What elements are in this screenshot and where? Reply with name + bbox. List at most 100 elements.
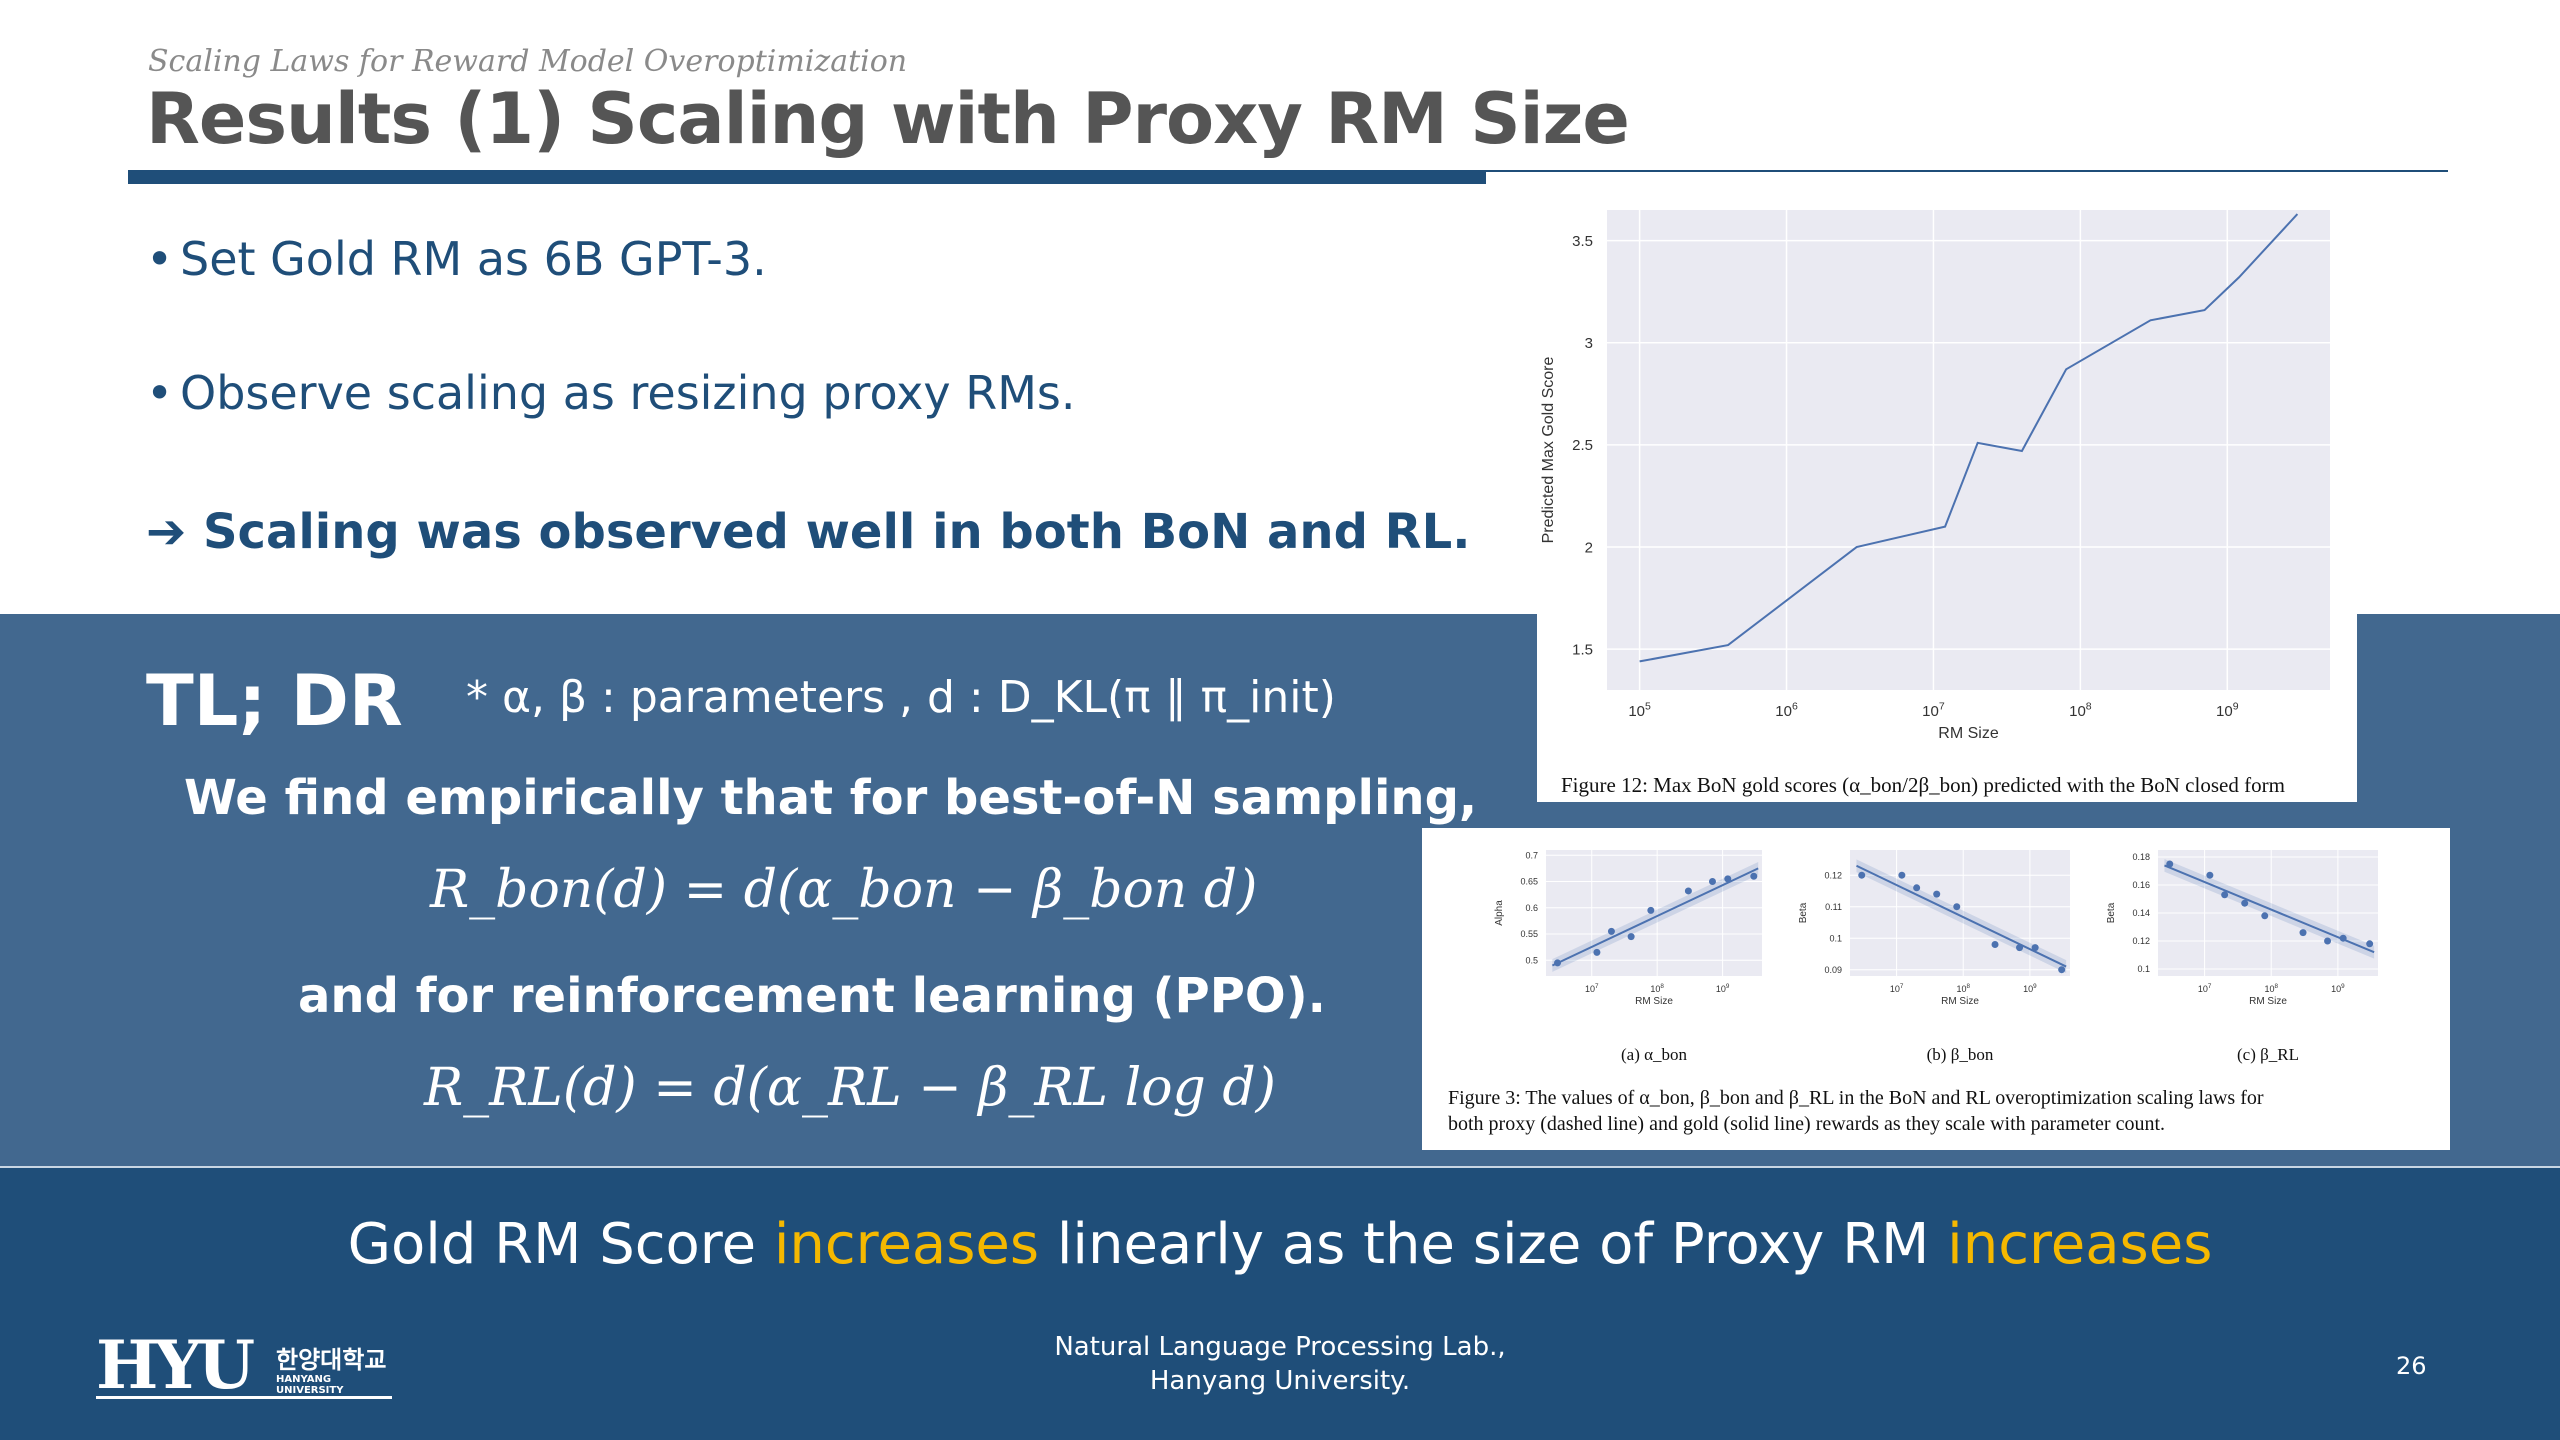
figure-3-charts: 0.5 0.55 0.6 0.65 0.7 107 108 109 RM Size Alpha (a…	[1448, 850, 2378, 1135]
fig3a-data-point	[1724, 875, 1732, 883]
fig3c-data-point	[2166, 860, 2174, 868]
footer	[0, 1168, 2560, 1440]
fig3c-subcaption: (c) β_RL	[2237, 1045, 2299, 1064]
arrow-right-icon: ➔	[146, 504, 187, 560]
fig12-x-tick-label: 108	[2069, 700, 2092, 720]
fig3a-y-axis-label: Alpha	[1494, 900, 1505, 926]
fig3c-x-axis-label: RM Size	[2249, 996, 2287, 1007]
fig3c-x-tick-label: 108	[2264, 983, 2278, 994]
fig3b-subcaption: (b) β_bon	[1927, 1045, 1994, 1064]
fig3b-x-tick-label: 107	[1890, 983, 1904, 994]
fig3b-data-point	[1933, 890, 1941, 898]
headline-part1: Gold RM Score	[347, 1212, 774, 1277]
fig3a-x-axis-label: RM Size	[1635, 996, 1673, 1007]
fig3b-data-point	[2031, 944, 2039, 952]
fig12-x-axis-label: RM Size	[1938, 725, 1999, 742]
logo-korean: 한양대학교	[276, 1346, 387, 1374]
fig3c-fit-line	[2164, 864, 2375, 954]
fig3a-data-point	[1684, 887, 1692, 895]
fig3c-y-tick-label: 0.18	[2132, 852, 2150, 862]
fig12-y-tick-label: 3	[1585, 335, 1593, 352]
fig3a-data-point	[1708, 878, 1716, 885]
fig3b-x-tick-label: 108	[1956, 983, 1970, 994]
bullet-text: Observe scaling as resizing proxy RMs.	[180, 366, 1076, 420]
fig3a-x-tick-label: 108	[1650, 983, 1664, 994]
fig3b-data-point	[1953, 903, 1961, 911]
fig3a-y-tick-label: 0.55	[1520, 929, 1538, 939]
fig12-y-axis-label: Predicted Max Gold Score	[1540, 357, 1557, 544]
fig3c-data-point	[2241, 899, 2249, 907]
finding-text: We find empirically that for best-of-N s…	[184, 770, 1478, 826]
bullet-gold-rm: • Set Gold RM as 6B GPT-3.	[146, 232, 767, 286]
fig3b-data-point	[2058, 966, 2066, 974]
fig3b-y-tick-label: 0.1	[1829, 933, 1842, 943]
equation-rl: R_RL(d) = d(α_RL − β_RL log d)	[424, 1058, 1276, 1118]
fig3c-data-point	[2221, 891, 2229, 899]
fig3b-y-axis-label: Beta	[1798, 902, 1809, 923]
fig3a-data-point	[1593, 948, 1601, 956]
figure-3: 0.5 0.55 0.6 0.65 0.7 107 108 109 RM Size Alpha (a…	[1422, 828, 2450, 1150]
slide-title: Results (1) Scaling with Proxy RM Size	[146, 78, 1630, 160]
logo-underline	[96, 1396, 392, 1399]
fig3b-x-axis-label: RM Size	[1941, 996, 1979, 1007]
fig12-x-tick-label: 107	[1922, 700, 1945, 720]
fig12-x-tick-label: 109	[2216, 700, 2239, 720]
fig3a-data-point	[1647, 906, 1655, 914]
fig3c-x-tick-label: 109	[2331, 983, 2345, 994]
fig3b-y-tick-label: 0.09	[1824, 965, 1842, 975]
fig3b-data-point	[2016, 944, 2024, 952]
lab-line1: Natural Language Processing Lab.,	[1054, 1332, 1506, 1362]
conclusion: ➔ Scaling was observed well in both BoN …	[146, 504, 1470, 560]
bullet-dot: •	[146, 232, 174, 286]
fig3b-data-point	[1858, 871, 1866, 879]
fig3b-x-tick-label: 109	[2023, 983, 2037, 994]
fig3c-data-point	[2261, 912, 2269, 920]
fig3a-x-tick-label: 109	[1716, 983, 1730, 994]
equation-bon: R_bon(d) = d(α_bon − β_bon d)	[430, 860, 1258, 920]
fig3c-x-tick-label: 107	[2198, 983, 2212, 994]
fig3c-y-axis-label: Beta	[2106, 902, 2117, 923]
figure-12-caption: Figure 12: Max BoN gold scores (α_bon/2β…	[1561, 773, 2285, 797]
fig3c-data-point	[2366, 940, 2374, 948]
figure-3-caption-line2: both proxy (dashed line) and gold (solid…	[1448, 1113, 2165, 1135]
fig3a-x-tick-label: 107	[1585, 983, 1599, 994]
hyu-logo: HYU 한양대학교 HANYANG UNIVERSITY	[96, 1326, 392, 1404]
logo-hyu-text: HYU	[96, 1326, 255, 1404]
fig3a-y-tick-label: 0.7	[1525, 850, 1538, 860]
fig12-x-tick-label: 106	[1775, 700, 1798, 720]
fig3a-y-tick-label: 0.65	[1520, 877, 1538, 887]
parameter-note: * α, β : parameters , d : D_KL(π ∥ π_ini…	[466, 672, 1336, 723]
fig12-x-tick-label: 105	[1628, 700, 1651, 720]
fig3b-fit-line	[1856, 864, 2067, 968]
logo-english: HANYANG UNIVERSITY	[276, 1374, 344, 1396]
fig12-y-tick-label: 2	[1585, 539, 1593, 556]
fig3a-data-point	[1554, 959, 1562, 967]
footer-separator	[0, 1166, 2560, 1168]
title-rule-thin	[1486, 170, 2448, 172]
fig3c-data-point	[2339, 934, 2347, 942]
fig3c-y-tick-label: 0.14	[2132, 908, 2150, 918]
bullet-observe-scaling: • Observe scaling as resizing proxy RMs.	[146, 366, 1075, 420]
rl-text: and for reinforcement learning (PPO).	[298, 968, 1326, 1024]
slide-subtitle: Scaling Laws for Reward Model Overoptimi…	[148, 44, 908, 79]
fig3a-y-tick-label: 0.6	[1525, 903, 1538, 913]
figure-12-chart: 1.5 2 2.5 3 3.5 105 106 107 108 109 RM Size Predict…	[1540, 210, 2330, 797]
page-number: 26	[2396, 1352, 2427, 1380]
headline-part2: linearly as the size of Proxy RM	[1039, 1212, 1948, 1277]
fig3a-subcaption: (a) α_bon	[1621, 1045, 1688, 1064]
fig3b-plot-area	[1850, 850, 2070, 976]
fig3b-data-point	[1898, 871, 1906, 879]
lab-line2: Hanyang University.	[1149, 1366, 1411, 1396]
fig3a-y-tick-label: 0.5	[1525, 955, 1538, 965]
fig3b-data-point	[1913, 884, 1921, 892]
fig3a-data-point	[1607, 927, 1615, 935]
fig3c-y-tick-label: 0.1	[2137, 964, 2150, 974]
tldr-label: TL; DR	[146, 660, 403, 742]
figure-3-caption-line1: Figure 3: The values of α_bon, β_bon and…	[1448, 1087, 2264, 1109]
headline-highlight1: increases	[773, 1212, 1040, 1277]
fig3c-data-point	[2324, 937, 2332, 945]
fig3b-y-tick-label: 0.11	[1825, 902, 1842, 912]
bullet-text: Set Gold RM as 6B GPT-3.	[180, 232, 767, 286]
fig3c-data-point	[2299, 929, 2307, 937]
fig3b-data-point	[1991, 941, 1999, 948]
